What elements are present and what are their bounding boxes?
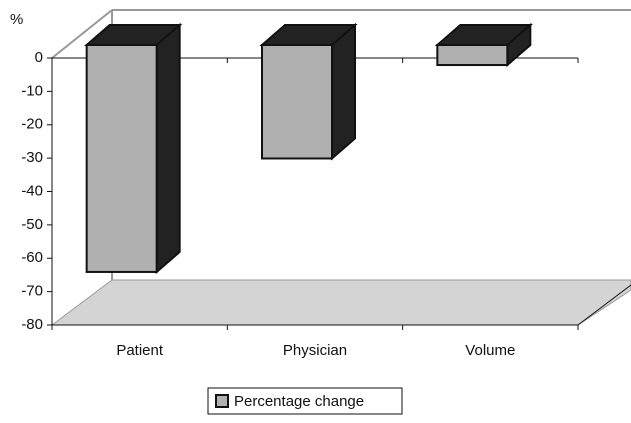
floor (50, 279, 631, 326)
floor-edge (577, 284, 631, 326)
y-tick-label: -50 (21, 216, 43, 233)
bar (261, 44, 333, 160)
y-tick-label: -20 (21, 116, 43, 133)
bar (85, 44, 158, 273)
bar-side (155, 22, 181, 275)
y-tick-label: -80 (21, 316, 43, 333)
x-tick-label: Volume (465, 342, 515, 359)
legend-swatch (215, 394, 229, 408)
y-tick-label: -40 (21, 182, 43, 199)
x-tick-label: Physician (283, 342, 347, 359)
side-wall-top (51, 9, 113, 59)
y-tick-label: -10 (21, 82, 43, 99)
bar (436, 44, 509, 67)
y-tick-label: 0 (35, 49, 43, 66)
legend-label: Percentage change (234, 393, 364, 410)
y-tick-label: -70 (21, 283, 43, 300)
y-tick-label: -30 (21, 149, 43, 166)
legend-box (207, 387, 403, 415)
y-tick-label: -60 (21, 249, 43, 266)
bar-side (331, 22, 356, 161)
y-axis-label: % (10, 11, 23, 28)
x-tick-label: Patient (116, 342, 164, 359)
